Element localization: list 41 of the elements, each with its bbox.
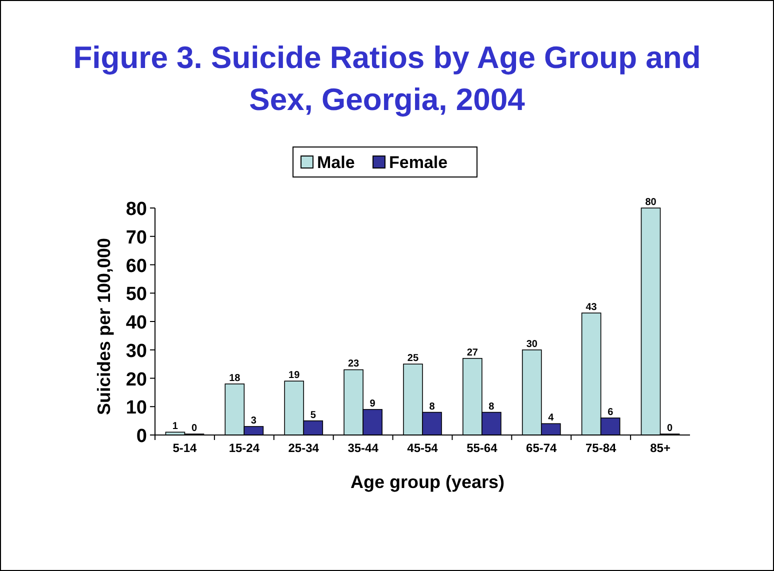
data-label: 5 <box>310 410 316 421</box>
x-axis-title: Age group (years) <box>350 472 505 492</box>
data-label: 8 <box>429 401 436 412</box>
data-label: 0 <box>191 423 198 434</box>
legend-label: Male <box>317 153 355 172</box>
y-tick-label: 80 <box>126 199 147 220</box>
x-tick-label: 35-44 <box>348 441 379 455</box>
y-axis-title: Suicides per 100,000 <box>94 238 114 416</box>
x-tick-label: 45-54 <box>407 441 438 455</box>
data-label: 25 <box>407 353 419 364</box>
x-tick-label: 5-14 <box>172 441 198 455</box>
data-label: 18 <box>229 372 241 384</box>
y-tick-label: 30 <box>126 340 147 362</box>
data-label: 8 <box>488 401 495 412</box>
y-tick-label: 10 <box>126 398 147 419</box>
y-tick-label: 0 <box>136 426 147 447</box>
data-label: 4 <box>548 412 554 424</box>
data-label: 9 <box>370 398 376 410</box>
x-tick-label: 15-24 <box>228 441 260 455</box>
data-label: 1 <box>172 421 178 432</box>
data-label: 0 <box>667 423 674 434</box>
y-tick-label: 20 <box>126 369 147 390</box>
data-label: 80 <box>645 197 657 208</box>
data-label: 43 <box>586 302 598 313</box>
x-tick-label: 75-84 <box>585 441 616 455</box>
y-tick-label: 70 <box>126 227 147 248</box>
data-label: 3 <box>250 415 257 426</box>
data-label: 6 <box>608 406 614 418</box>
x-tick-label: 85+ <box>650 441 670 455</box>
x-tick-label: 25-34 <box>288 441 320 455</box>
data-label: 30 <box>526 338 538 350</box>
y-tick-label: 40 <box>126 312 147 334</box>
x-tick-label: 55-64 <box>466 441 498 455</box>
data-label: 23 <box>348 358 360 370</box>
data-label: 19 <box>288 370 300 382</box>
data-label: 27 <box>466 347 478 358</box>
chart-title: Figure 3. Suicide Ratios by Age Group and Sex, Georgia, 2004 <box>73 40 701 117</box>
y-tick-label: 50 <box>126 284 147 306</box>
legend-label: Female <box>389 153 448 172</box>
y-tick-label: 60 <box>126 256 147 277</box>
x-tick-label: 65-74 <box>526 441 558 455</box>
